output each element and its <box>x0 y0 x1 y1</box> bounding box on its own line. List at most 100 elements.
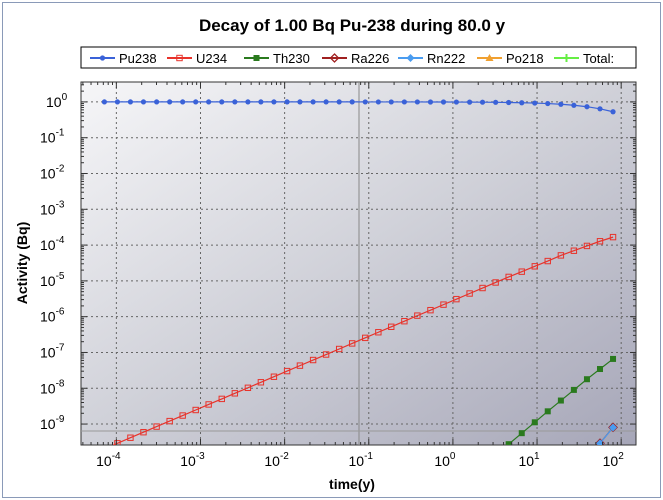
legend: Pu238 U234 Th230 Ra226 Rn222 Po218 Total: <box>90 51 614 66</box>
data-point <box>596 366 603 373</box>
data-point <box>453 295 460 303</box>
data-point <box>348 340 356 347</box>
legend-label: U234 <box>196 51 227 66</box>
x-tick-label: 10-2 <box>264 451 289 469</box>
data-point <box>597 106 603 112</box>
data-point <box>284 99 290 105</box>
x-tick-label: 10-1 <box>349 451 374 469</box>
data-point <box>492 279 499 286</box>
data-point <box>114 440 121 445</box>
data-point <box>219 99 225 105</box>
data-point <box>596 238 604 245</box>
data-point <box>296 362 304 369</box>
data-point <box>583 455 591 463</box>
data-point <box>309 356 317 364</box>
data-point <box>479 99 486 105</box>
data-point <box>595 438 605 445</box>
data-point <box>323 99 329 105</box>
x-axis-label: time(y) <box>329 476 375 492</box>
data-point <box>493 452 499 458</box>
series-layer <box>101 99 618 464</box>
data-point <box>440 99 447 105</box>
data-point <box>531 263 538 270</box>
data-point <box>467 99 473 105</box>
data-point <box>531 419 538 426</box>
data-point <box>153 423 160 430</box>
data-point <box>114 99 121 105</box>
data-point <box>610 355 617 362</box>
chart-title: Decay of 1.00 Bq Pu-238 during 80.0 y <box>199 16 506 35</box>
legend-item-rn222: Rn222 <box>398 51 465 66</box>
data-point <box>375 99 381 105</box>
data-point <box>570 247 578 254</box>
data-point <box>166 417 173 425</box>
data-point <box>545 100 551 107</box>
legend-marker <box>176 54 183 62</box>
data-point <box>180 99 186 105</box>
data-point <box>544 408 551 415</box>
data-point <box>570 386 577 393</box>
data-point <box>518 430 525 437</box>
data-point <box>271 99 277 105</box>
data-point <box>102 446 107 451</box>
data-point <box>258 99 264 105</box>
data-point <box>154 99 160 105</box>
legend-label: Ra226 <box>351 51 389 66</box>
data-point <box>140 429 147 436</box>
y-tick-label: 100 <box>46 92 68 110</box>
data-point <box>558 101 564 107</box>
data-point <box>610 425 616 431</box>
data-point <box>388 99 394 105</box>
data-point <box>583 242 591 250</box>
y-tick-label: 10-3 <box>40 199 65 217</box>
data-point <box>609 233 617 241</box>
x-tick-label: 10-3 <box>180 451 205 469</box>
legend-marker <box>253 55 260 61</box>
legend-item-ra226: Ra226 <box>322 51 389 66</box>
series-pu238 <box>101 99 616 115</box>
legend-marker <box>329 53 340 63</box>
legend-box <box>80 46 637 69</box>
series-th230 <box>493 355 617 458</box>
data-point <box>244 384 252 392</box>
data-point <box>335 345 343 353</box>
legend-label: Po218 <box>506 51 544 66</box>
series-line <box>111 236 614 445</box>
data-point <box>310 99 316 105</box>
data-point <box>414 312 421 319</box>
data-point <box>466 290 473 297</box>
data-point <box>218 395 225 403</box>
series-line <box>104 101 614 113</box>
legend-item-th230: Th230 <box>244 51 310 66</box>
x-tick-label: 10-4 <box>96 451 121 469</box>
y-tick-label: 10-7 <box>40 342 65 360</box>
data-point <box>583 456 591 464</box>
x-tick-label: 102 <box>603 451 625 469</box>
legend-marker <box>485 54 494 61</box>
data-point <box>557 252 565 259</box>
data-point <box>597 440 603 445</box>
data-point <box>192 406 199 414</box>
legend-item-pu238: Pu238 <box>90 51 157 66</box>
data-point <box>179 412 186 419</box>
data-point <box>245 99 251 105</box>
legend-item-total: Total: <box>554 51 614 66</box>
data-point <box>414 99 420 105</box>
data-point <box>270 373 278 380</box>
y-tick-label: 10-5 <box>40 271 65 289</box>
legend-item-po218: Po218 <box>477 51 544 66</box>
data-point <box>493 99 499 105</box>
data-point <box>557 397 564 404</box>
data-point <box>440 301 447 308</box>
data-point <box>401 318 408 325</box>
data-point <box>362 334 369 342</box>
data-point <box>427 306 434 314</box>
data-point <box>297 99 303 105</box>
data-point <box>283 367 291 375</box>
legend-marker <box>406 54 415 62</box>
data-point <box>127 434 134 441</box>
series-u234 <box>102 233 617 451</box>
data-point <box>544 257 551 265</box>
data-point <box>231 390 239 397</box>
